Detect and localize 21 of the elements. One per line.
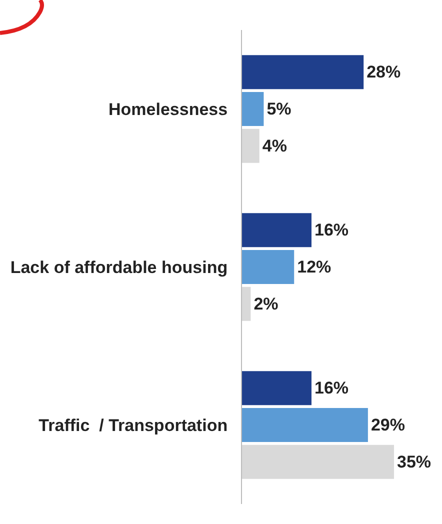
bar: [242, 444, 394, 479]
data-label: 16%: [314, 220, 349, 240]
data-label: 12%: [297, 258, 332, 276]
bar: [242, 408, 368, 442]
bar: [242, 128, 260, 163]
y-tick-label: Lack of affordable housing: [10, 258, 228, 277]
bar: [242, 371, 312, 406]
bar: [242, 213, 312, 248]
bar: [242, 55, 364, 90]
data-label: 5%: [266, 100, 292, 118]
data-label: 4%: [262, 136, 287, 156]
y-tick-label: Traffic / Transportation: [38, 416, 228, 435]
bar: [242, 92, 264, 126]
data-label: 16%: [314, 378, 349, 398]
data-label: 2%: [254, 294, 278, 314]
bar: [242, 286, 251, 321]
data-label: 35%: [397, 452, 432, 472]
data-label: 29%: [370, 416, 405, 434]
bar: [242, 250, 294, 284]
y-tick-label: Homelessness: [108, 100, 228, 119]
data-label: 28%: [366, 62, 401, 82]
